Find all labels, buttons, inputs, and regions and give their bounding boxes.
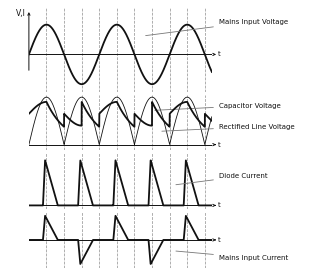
Text: Mains Input Current: Mains Input Current [176, 251, 288, 261]
Text: t: t [218, 51, 220, 57]
Text: t: t [218, 202, 220, 208]
Text: V,I: V,I [15, 9, 25, 18]
Text: t: t [218, 237, 220, 243]
Text: Rectified Line Voltage: Rectified Line Voltage [162, 124, 295, 131]
Text: Diode Current: Diode Current [176, 173, 267, 185]
Text: Capacitor Voltage: Capacitor Voltage [155, 103, 281, 110]
Text: Mains Input Voltage: Mains Input Voltage [146, 19, 288, 36]
Text: t: t [218, 142, 220, 148]
